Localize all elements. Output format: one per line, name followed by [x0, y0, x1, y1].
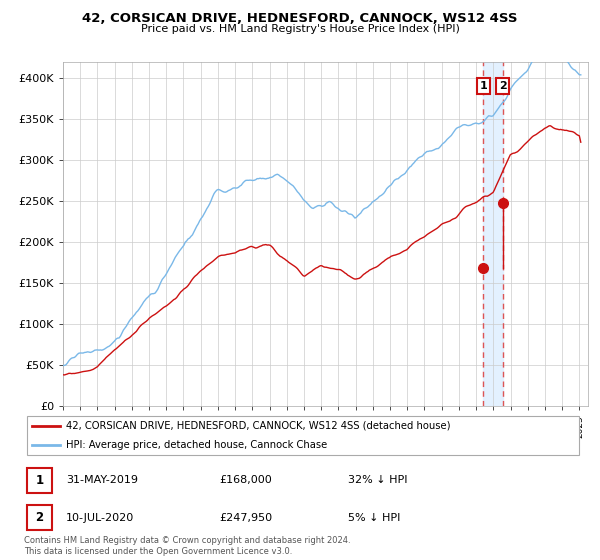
Text: 1: 1: [479, 81, 487, 91]
Text: 42, CORSICAN DRIVE, HEDNESFORD, CANNOCK, WS12 4SS: 42, CORSICAN DRIVE, HEDNESFORD, CANNOCK,…: [82, 12, 518, 25]
Text: 2: 2: [35, 511, 43, 524]
Text: Price paid vs. HM Land Registry's House Price Index (HPI): Price paid vs. HM Land Registry's House …: [140, 24, 460, 34]
Text: HPI: Average price, detached house, Cannock Chase: HPI: Average price, detached house, Cann…: [66, 440, 327, 450]
Text: £168,000: £168,000: [220, 475, 272, 485]
Text: £247,950: £247,950: [220, 513, 272, 522]
FancyBboxPatch shape: [27, 468, 52, 493]
Text: 2: 2: [499, 81, 506, 91]
Text: 31-MAY-2019: 31-MAY-2019: [66, 475, 138, 485]
Bar: [484, 62, 503, 406]
FancyBboxPatch shape: [27, 505, 52, 530]
Text: 1: 1: [35, 474, 43, 487]
FancyBboxPatch shape: [27, 416, 579, 455]
Text: Contains HM Land Registry data © Crown copyright and database right 2024.
This d: Contains HM Land Registry data © Crown c…: [24, 536, 350, 556]
Text: 5% ↓ HPI: 5% ↓ HPI: [347, 513, 400, 522]
Text: 42, CORSICAN DRIVE, HEDNESFORD, CANNOCK, WS12 4SS (detached house): 42, CORSICAN DRIVE, HEDNESFORD, CANNOCK,…: [66, 421, 451, 431]
Text: 10-JUL-2020: 10-JUL-2020: [66, 513, 134, 522]
Text: 32% ↓ HPI: 32% ↓ HPI: [347, 475, 407, 485]
